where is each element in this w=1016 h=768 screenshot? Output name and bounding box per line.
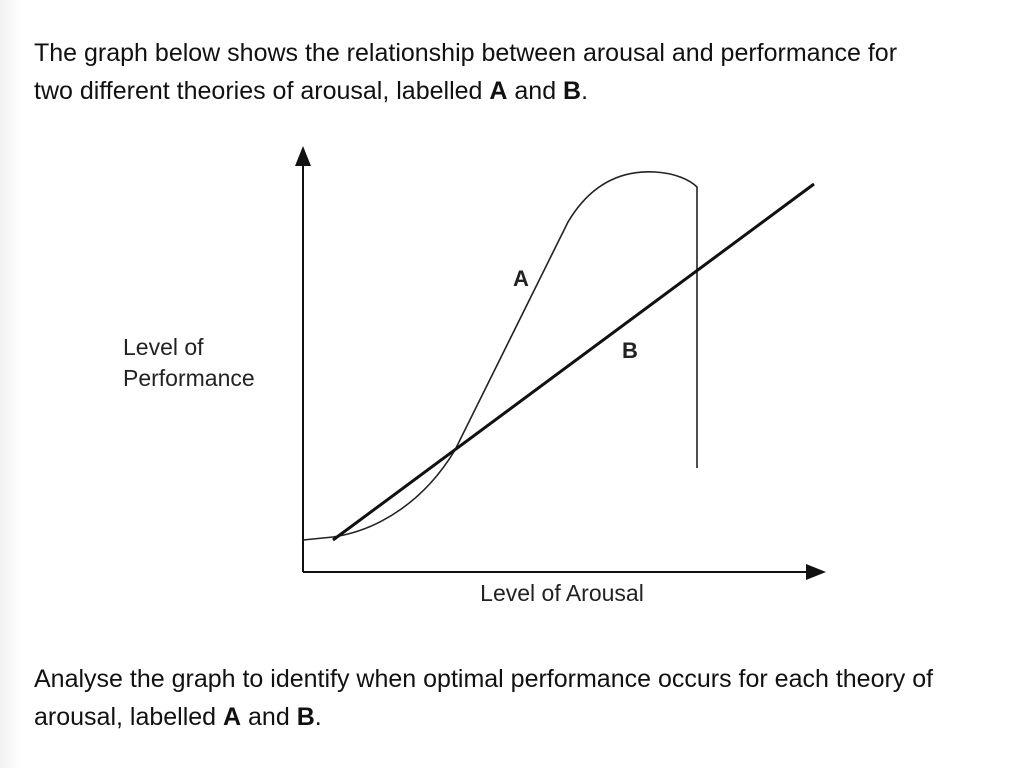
curve-label: A (513, 266, 529, 291)
diagram: A B Level of Performance Level of Arousa… (123, 146, 826, 606)
question-text: Analyse the graph to identify when optim… (34, 660, 934, 736)
text: . (581, 77, 589, 105)
curve-a (302, 171, 698, 541)
text: The graph below shows the relationship b… (34, 39, 898, 105)
text: and (507, 77, 564, 105)
axis-label: Level of Arousal (480, 580, 644, 606)
line-b (332, 182, 815, 542)
bold-label: B (563, 77, 582, 105)
bold-label: A (489, 77, 508, 105)
axis-label: Level of (123, 334, 204, 360)
text: and (241, 703, 297, 731)
bold-label: B (296, 703, 315, 731)
intro-text: The graph below shows the relationship b… (34, 34, 934, 110)
text: . (314, 703, 322, 731)
curve-label: B (622, 338, 638, 363)
axis-label: Performance (123, 365, 255, 391)
text: Analyse the graph to identify when optim… (34, 665, 934, 731)
bold-label: A (223, 703, 242, 731)
